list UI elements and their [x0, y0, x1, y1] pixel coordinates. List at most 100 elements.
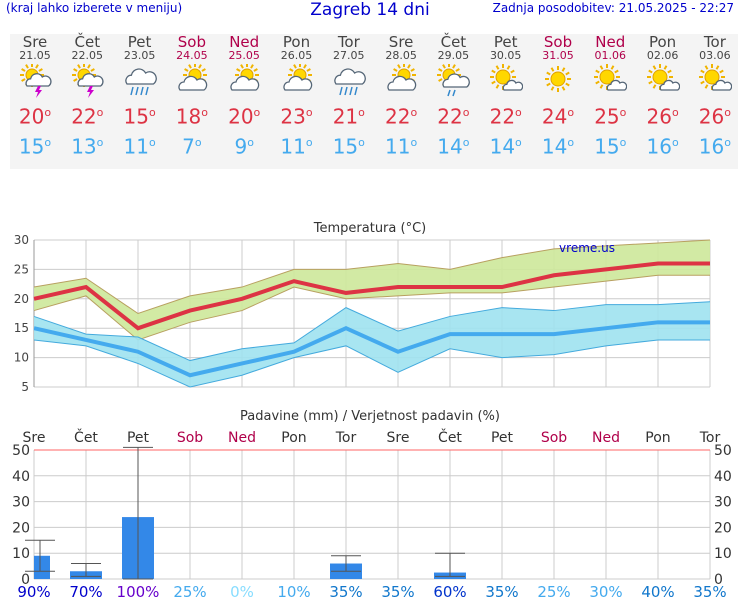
y-tick-label-left: 40 [12, 469, 30, 485]
day-date: 25.05 [228, 49, 260, 62]
min-temperature: 7o [182, 134, 202, 159]
x-tick-label: Sre [387, 430, 410, 446]
min-temperature: 14o [489, 134, 522, 159]
min-temperature: 11o [280, 134, 313, 159]
max-temperature: 20o [18, 104, 52, 129]
day-name: Čet [74, 33, 101, 51]
sun-small-cloud-icon [480, 62, 532, 100]
x-tick-label: Tor [335, 430, 357, 446]
day-name: Tor [337, 33, 360, 51]
day-date: 28.05 [385, 49, 417, 62]
chart-title: Temperatura (°C) [313, 221, 426, 236]
y-tick-label-left: 30 [12, 495, 30, 511]
precipitation-probability: 25% [537, 583, 570, 600]
band-lower-line [33, 274, 710, 341]
sun-small-cloud-icon [584, 62, 636, 100]
y-tick-label-left: 20 [12, 520, 30, 536]
day-date: 01.06 [594, 49, 627, 62]
precipitation-chart: Padavine (mm) / Verjetnost padavin (%) Sr… [12, 409, 732, 600]
daily-forecast-strip: Sre 21.05 20o 15o Čet 22.05 22o 13o Pet 23.05 15o 1… [10, 34, 738, 169]
min-temperature: 15o [594, 134, 627, 159]
y-tick-label-left: 0 [21, 572, 30, 588]
day-column: Tor 03.06 26o 16o [689, 34, 740, 159]
x-tick-label: Tor [699, 430, 721, 446]
precipitation-probability: 35% [329, 583, 362, 600]
day-column: Pet 30.05 22o 14o [480, 34, 532, 159]
x-tick-label: Sob [541, 430, 567, 446]
day-name: Pet [127, 33, 152, 51]
max-temperature: 23o [280, 104, 313, 129]
day-column: Sob 24.05 18o 7o [166, 34, 218, 159]
x-tick-label: Sob [177, 430, 203, 446]
min-temperature: 15o [18, 134, 52, 159]
day-date: 26.05 [280, 49, 313, 62]
precipitation-probability: 30% [589, 583, 622, 600]
band-upper-line [33, 239, 711, 315]
max-temperature: 22o [489, 104, 522, 129]
x-tick-label: Pon [645, 430, 670, 446]
band-lower-line [33, 339, 710, 388]
menu-hint: (kraj lahko izberete v meniju) [6, 1, 183, 15]
y-tick-label-right: 20 [714, 520, 732, 536]
day-name: Pet [493, 33, 518, 51]
day-date: 27.05 [333, 49, 365, 62]
day-date: 29.05 [437, 49, 470, 62]
day-column: Sre 28.05 22o 11o [375, 34, 427, 159]
watermark: vreme.us [559, 241, 615, 255]
page-title: Zagreb 14 dni [310, 0, 430, 20]
sun-cloud-icon [271, 62, 323, 100]
precipitation-probability: 35% [381, 583, 414, 600]
min-temperature: 9o [234, 134, 254, 159]
day-date: 21.05 [19, 49, 51, 62]
max-temperature: 24o [541, 104, 575, 129]
precipitation-probability: 60% [433, 583, 466, 600]
y-tick-label-left: 10 [12, 546, 30, 562]
sun-cloud-storm-icon [61, 62, 113, 100]
max-temperature: 26o [698, 104, 731, 129]
cloud-rain-icon [323, 62, 375, 100]
day-date: 30.05 [489, 49, 522, 62]
precipitation-probability: 70% [69, 583, 102, 600]
series-line-min [33, 320, 710, 378]
day-date: 03.06 [699, 49, 731, 62]
day-column: Pon 26.05 23o 11o [271, 34, 323, 159]
x-tick-label: Čet [74, 428, 98, 446]
precipitation-probability: 35% [693, 583, 726, 600]
day-name: Sob [177, 33, 206, 51]
precipitation-probability: 90% [17, 583, 50, 600]
max-temperature: 25o [594, 104, 627, 129]
y-tick-label: 20 [14, 292, 29, 306]
min-temperature: 16o [646, 134, 679, 159]
sun-cloud-icon [218, 62, 270, 100]
min-temperature: 13o [71, 134, 104, 159]
y-tick-label: 30 [14, 233, 29, 247]
x-tick-label: Pet [491, 430, 514, 446]
day-date: 23.05 [123, 49, 156, 62]
sun-icon [532, 62, 584, 100]
x-tick-label: Ned [228, 430, 256, 446]
precipitation-probability: 100% [117, 583, 160, 600]
min-temperature: 15o [332, 134, 365, 159]
day-date: 22.05 [71, 49, 104, 62]
x-tick-label: Čet [438, 428, 462, 446]
y-tick-label-right: 10 [714, 546, 732, 562]
max-temperature: 18o [175, 104, 208, 129]
day-column: Pet 23.05 15o 11o [114, 34, 166, 159]
max-temperature: 22o [385, 104, 418, 129]
y-tick-label-right: 50 [714, 443, 732, 459]
day-name: Ned [595, 33, 626, 51]
chart-title: Padavine (mm) / Verjetnost padavin (%) [240, 409, 500, 424]
y-tick-label: 10 [14, 351, 29, 365]
min-temperature: 11o [385, 134, 418, 159]
min-temperature: 14o [541, 134, 575, 159]
precipitation-probability: 10% [277, 583, 310, 600]
sun-cloud-shower-icon [427, 62, 479, 100]
precipitation-bar [34, 555, 50, 579]
day-name: Tor [703, 33, 726, 51]
day-column: Ned 25.05 20o 9o [218, 34, 270, 159]
day-column: Ned 01.06 25o 15o [584, 34, 636, 159]
max-temperature: 26o [646, 104, 679, 129]
precipitation-probability: 0% [230, 583, 254, 600]
precipitation-probability: 25% [173, 583, 206, 600]
sun-cloud-storm-icon [9, 62, 61, 100]
